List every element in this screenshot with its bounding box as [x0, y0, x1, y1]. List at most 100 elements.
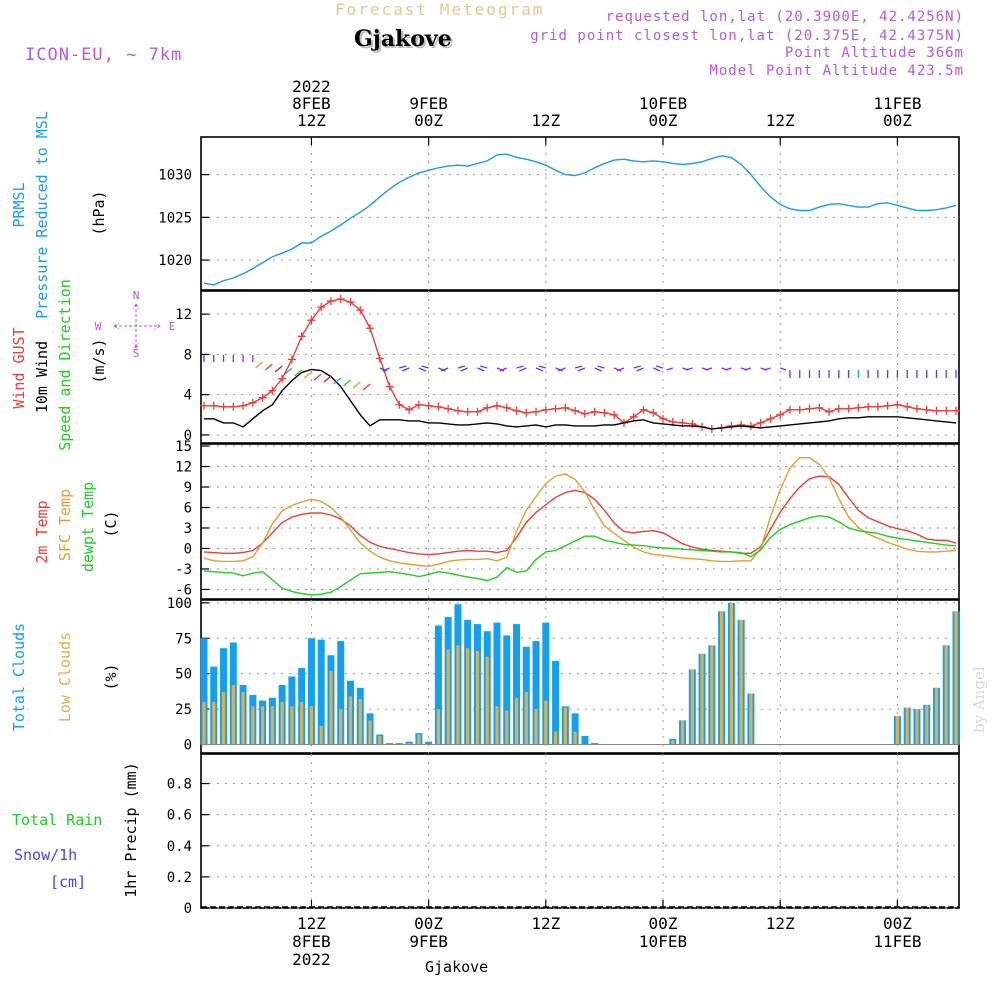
- bottom-time-label: 10FEB: [639, 932, 687, 951]
- wind-direction-arrow: [457, 365, 466, 369]
- low-cloud-bar: [534, 709, 538, 745]
- temperature-frame: [200, 443, 960, 600]
- total-cloud-bar: [317, 639, 325, 745]
- gust-marker: [844, 404, 853, 413]
- low-cloud-bar: [905, 707, 909, 745]
- precipitation-frame: [200, 753, 960, 909]
- top-time-label: 11FEB: [873, 94, 921, 113]
- bottom-time-label: 00Z: [649, 914, 678, 933]
- gust-marker: [776, 410, 785, 419]
- total-cloud-bar: [542, 622, 550, 745]
- low-cloud-bar: [300, 702, 304, 745]
- gust-marker: [229, 402, 238, 411]
- wind-direction-arrow: [538, 365, 546, 369]
- temp-label-2m: 2m Temp: [33, 500, 51, 563]
- gust-marker: [219, 402, 228, 411]
- wind-direction-arrow: [418, 367, 427, 372]
- station-title: Gjakove: [354, 26, 452, 52]
- gust-marker: [248, 398, 257, 407]
- low-cloud-bar: [466, 648, 470, 745]
- wind-label-direction: Speed and Direction: [56, 279, 74, 451]
- wind-direction-arrow: [636, 367, 644, 372]
- wind-direction-arrow: [652, 367, 661, 372]
- panel-wind: 0 4 8 12: [175, 290, 960, 444]
- top-time-label: 00Z: [414, 111, 443, 130]
- wind-direction-arrow: [255, 361, 264, 369]
- compass-n: N: [133, 289, 140, 302]
- low-cloud-bar: [436, 709, 440, 745]
- wind-ytick-label: 4: [184, 388, 192, 404]
- wind-direction-arrow: [666, 367, 673, 371]
- low-cloud-bar: [231, 685, 235, 745]
- total-cloud-bar: [513, 624, 521, 745]
- compass-s: S: [133, 347, 140, 360]
- low-cloud-bar: [485, 656, 489, 745]
- gust-marker: [952, 406, 960, 415]
- gust-marker: [756, 418, 765, 427]
- wind-direction-arrow: [323, 375, 332, 383]
- total-cloud-bar: [386, 743, 394, 745]
- top-time-label: 00Z: [649, 111, 678, 130]
- compass-legend: N S W E: [95, 289, 176, 360]
- low-cloud-bar: [329, 670, 333, 745]
- wind-direction-arrow: [274, 365, 283, 373]
- top-time-label: 8FEB: [292, 94, 331, 113]
- wind-direction-arrow: [616, 367, 625, 372]
- low-cloud-bar: [339, 709, 343, 745]
- pressure-line: [203, 153, 957, 286]
- gust-marker: [746, 421, 755, 430]
- wind-speed-line: [204, 368, 957, 430]
- wind-direction-arrow: [440, 367, 449, 372]
- panel-clouds: 0 25 50 75 100: [167, 596, 960, 754]
- temperature-ytick-label: 3: [184, 521, 192, 537]
- temperature-ytick-label: 0: [184, 541, 192, 557]
- wind-direction-arrow: [780, 367, 787, 371]
- low-cloud-bar: [202, 702, 206, 745]
- low-cloud-bar: [944, 645, 948, 745]
- low-cloud-bar: [417, 734, 421, 745]
- bottom-time-label: 11FEB: [873, 932, 921, 951]
- low-cloud-bar: [915, 709, 919, 745]
- low-cloud-bar: [368, 720, 372, 745]
- low-cloud-bar: [680, 720, 685, 745]
- precipitation-ytick-label: 0: [184, 901, 192, 917]
- low-cloud-bar: [934, 687, 939, 745]
- temp-sfc-line: [203, 457, 957, 567]
- gust-marker: [873, 402, 882, 411]
- wind-direction-arrow: [519, 367, 527, 372]
- wind-direction-arrow: [577, 367, 586, 372]
- bottom-time-label: 00Z: [414, 914, 443, 933]
- gust-marker: [815, 403, 824, 412]
- bottom-time-label: 2022: [292, 950, 331, 969]
- total-cloud-bar: [425, 741, 433, 745]
- low-cloud-bar: [954, 611, 958, 745]
- point-altitude: Point Altitude 366m: [784, 45, 964, 61]
- gust-marker: [541, 405, 550, 414]
- precip-label-rain: Total Rain: [12, 811, 102, 829]
- low-cloud-bar: [544, 700, 548, 745]
- gust-marker: [912, 404, 921, 413]
- gust-marker: [483, 403, 492, 412]
- gust-marker: [571, 406, 580, 415]
- low-cloud-bar: [446, 649, 450, 745]
- clouds-ytick-label: 75: [175, 631, 192, 647]
- low-cloud-bar: [505, 710, 509, 745]
- clouds-ytick-label: 100: [167, 596, 192, 612]
- clouds-ytick-label: 50: [175, 667, 192, 683]
- wind-direction-arrow: [421, 365, 429, 369]
- wind-direction-arrow: [343, 379, 351, 387]
- wind-direction-arrow: [555, 367, 563, 372]
- gust-marker: [854, 403, 863, 412]
- precip-label-cm: [cm]: [50, 873, 86, 891]
- gust-marker: [317, 303, 326, 312]
- gust-marker: [239, 401, 248, 410]
- wind-direction-arrow: [499, 367, 508, 372]
- footer-station: Gjakove: [425, 958, 489, 976]
- total-cloud-bar: [532, 641, 540, 745]
- low-cloud-bar: [720, 611, 724, 745]
- wind-direction-arrow: [401, 367, 410, 372]
- gust-marker: [473, 407, 482, 416]
- gust-marker: [590, 407, 599, 416]
- wind-direction-arrow: [480, 365, 488, 369]
- precipitation-ytick-label: 0.8: [167, 777, 192, 793]
